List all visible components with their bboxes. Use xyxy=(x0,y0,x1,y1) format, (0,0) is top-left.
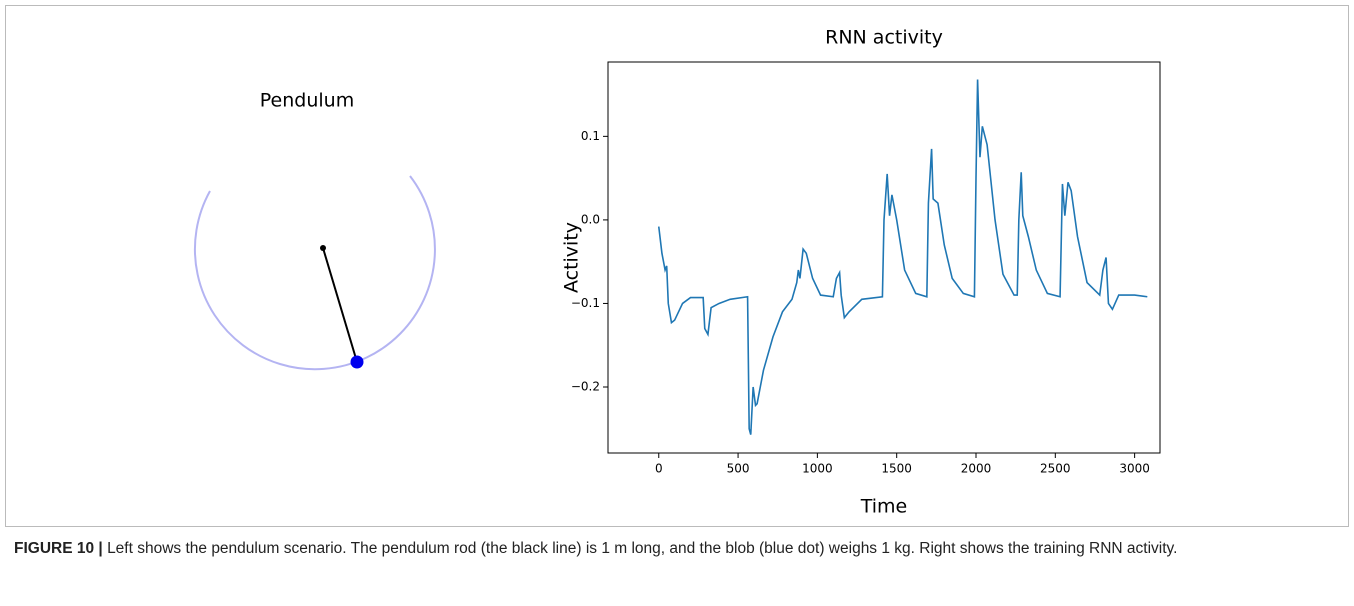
x-tick-label: 1500 xyxy=(881,462,912,476)
plot-frame xyxy=(607,61,1161,454)
chart-title: RNN activity xyxy=(825,27,943,49)
x-tick-label: 2000 xyxy=(961,462,992,476)
y-tick-label: −0.1 xyxy=(571,296,600,310)
x-tick-label: 0 xyxy=(655,462,663,476)
pendulum-title: Pendulum xyxy=(260,90,354,112)
caption: FIGURE 10 | Left shows the pendulum scen… xyxy=(14,536,1334,562)
caption-label: FIGURE 10 | xyxy=(14,540,103,557)
x-tick-label: 1000 xyxy=(802,462,833,476)
pendulum-rod xyxy=(322,247,358,363)
y-axis-label: Activity xyxy=(561,222,583,293)
x-tick-label: 2500 xyxy=(1040,462,1071,476)
y-tick-label: 0.1 xyxy=(581,129,600,143)
line-series xyxy=(657,79,1148,435)
pendulum-pivot xyxy=(320,245,326,251)
x-tick-label: 500 xyxy=(727,462,750,476)
figure-frame xyxy=(5,5,1349,527)
caption-text: Left shows the pendulum scenario. The pe… xyxy=(107,540,1178,557)
figure: Pendulum RNN activity Time Activity 0 500 100… xyxy=(193,27,1161,518)
y-tick-label: −0.2 xyxy=(571,379,600,393)
x-axis-label: Time xyxy=(860,496,908,518)
x-tick-label: 3000 xyxy=(1119,462,1150,476)
pendulum-path xyxy=(193,175,436,371)
pendulum-blob xyxy=(350,355,364,369)
y-tick-label: 0.0 xyxy=(581,212,600,226)
